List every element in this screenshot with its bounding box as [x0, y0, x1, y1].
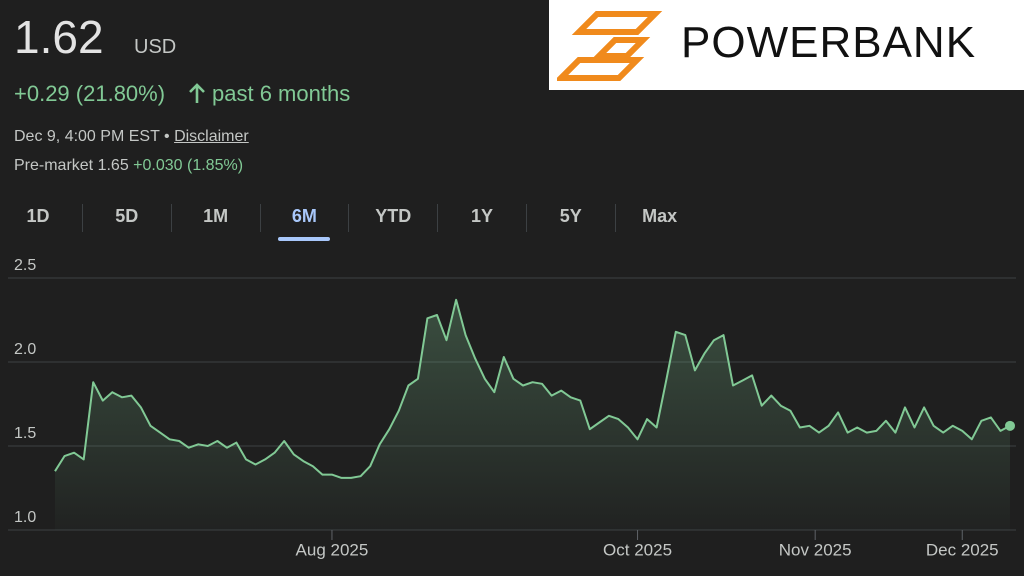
price: 1.62 [14, 11, 104, 63]
y-tick-label: 2.5 [14, 257, 36, 274]
premarket-change: +0.030 (1.85%) [133, 157, 244, 174]
range-tab[interactable]: 1M [203, 206, 229, 226]
premarket: Pre-market 1.65 +0.030 (1.85%) [14, 157, 243, 175]
logo-text: POWERBANK [681, 18, 977, 67]
range-tab[interactable]: YTD [375, 206, 412, 226]
tab-separator [614, 204, 616, 232]
range-tab[interactable]: 6M [291, 206, 317, 226]
logo-icon [557, 11, 663, 81]
x-tick-label: Aug 2025 [296, 540, 369, 559]
timestamp: Dec 9, 4:00 PM EST • Disclaimer [14, 128, 249, 146]
tab-separator [82, 204, 83, 232]
y-tick-label: 1.0 [14, 509, 36, 526]
x-tick-label: Oct 2025 [603, 540, 672, 559]
y-tick-label: 2.0 [14, 341, 36, 358]
tab-separator [170, 204, 172, 232]
change: +0.29 (21.80%) [14, 81, 166, 106]
separator: • [164, 128, 170, 145]
tab-separator [348, 204, 350, 232]
currency: USD [134, 36, 177, 58]
timestamp-text: Dec 9, 4:00 PM EST [14, 128, 160, 145]
range-tab[interactable]: 1Y [470, 206, 494, 226]
x-tick-label: Dec 2025 [926, 540, 999, 559]
range-tab[interactable]: 1D [26, 206, 50, 226]
period: past 6 months [212, 81, 351, 106]
range-tab[interactable]: 5Y [559, 206, 582, 226]
logo-mark [557, 11, 663, 81]
premarket-text: Pre-market 1.65 [14, 157, 129, 174]
x-tick-label: Nov 2025 [779, 540, 852, 559]
tab-separator [437, 204, 439, 232]
logo: POWERBANK [549, 0, 1024, 90]
tab-separator [526, 204, 527, 232]
tab-underline [278, 237, 331, 241]
y-tick-label: 1.5 [14, 425, 36, 442]
disclaimer-link[interactable]: Disclaimer [174, 128, 249, 145]
range-tab[interactable]: Max [642, 206, 678, 226]
area [55, 299, 1010, 530]
range-tab[interactable]: 5D [115, 206, 139, 226]
price-line [54, 298, 1011, 479]
end-dot [1005, 420, 1015, 431]
tab-separator [259, 204, 261, 232]
